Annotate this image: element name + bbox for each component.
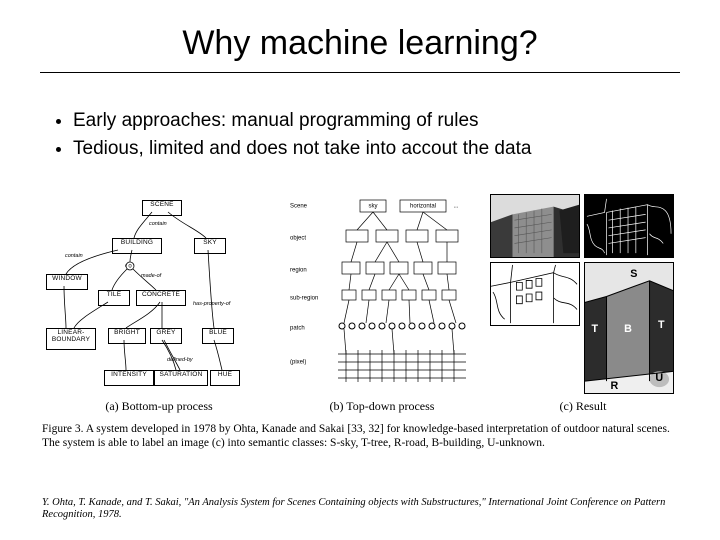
bullet-item: Tedious, limited and does not take into …: [73, 136, 675, 162]
slide: Why machine learning? Early approaches: …: [0, 0, 720, 540]
panel-c-caption: (c) Result: [488, 399, 678, 414]
svg-text:T: T: [658, 319, 665, 331]
figure-caption: Figure 3. A system developed in 1978 by …: [42, 422, 678, 451]
title-rule: [40, 72, 680, 73]
panel-a-edges: o: [42, 194, 276, 394]
panel-b-svg: Scene object region sub-region patch (pi…: [286, 194, 478, 394]
row-label: sub-region: [290, 296, 318, 302]
svg-text:sky: sky: [369, 204, 378, 210]
row-label: Scene: [290, 204, 308, 210]
panel-a-caption: (a) Bottom-up process: [42, 399, 276, 414]
row-label: patch: [290, 326, 305, 332]
row-label: region: [290, 268, 307, 274]
svg-text:U: U: [655, 372, 663, 384]
svg-text:horizontal: horizontal: [410, 204, 436, 210]
panel-b-top-down: Scene object region sub-region patch (pi…: [286, 194, 478, 412]
bullet-list: Early approaches: manual programming of …: [55, 108, 675, 163]
panel-c-edges: [584, 194, 674, 258]
svg-text:T: T: [591, 323, 598, 335]
panel-c-labeled: S T B T R U: [584, 262, 674, 394]
svg-text:S: S: [630, 268, 637, 280]
figure: SCENE BUILDING SKY WINDOW TILE CONCRETE …: [42, 194, 678, 412]
panel-c-result: S T B T R U (c) Result: [488, 194, 678, 412]
panel-c-photo: [490, 194, 580, 258]
svg-text:...: ...: [453, 204, 458, 210]
bullet-item: Early approaches: manual programming of …: [73, 108, 675, 134]
svg-text:R: R: [610, 380, 618, 392]
citation: Y. Ohta, T. Kanade, and T. Sakai, "An An…: [42, 497, 678, 522]
panel-a-bottom-up: SCENE BUILDING SKY WINDOW TILE CONCRETE …: [42, 194, 276, 412]
panel-c-regions: [490, 262, 580, 326]
row-label: object: [290, 236, 306, 242]
patch-circles: [339, 323, 465, 329]
panel-b-caption: (b) Top-down process: [286, 399, 478, 414]
slide-title: Why machine learning?: [0, 24, 720, 63]
svg-text:B: B: [624, 323, 632, 335]
row-label: (pixel): [290, 360, 306, 366]
